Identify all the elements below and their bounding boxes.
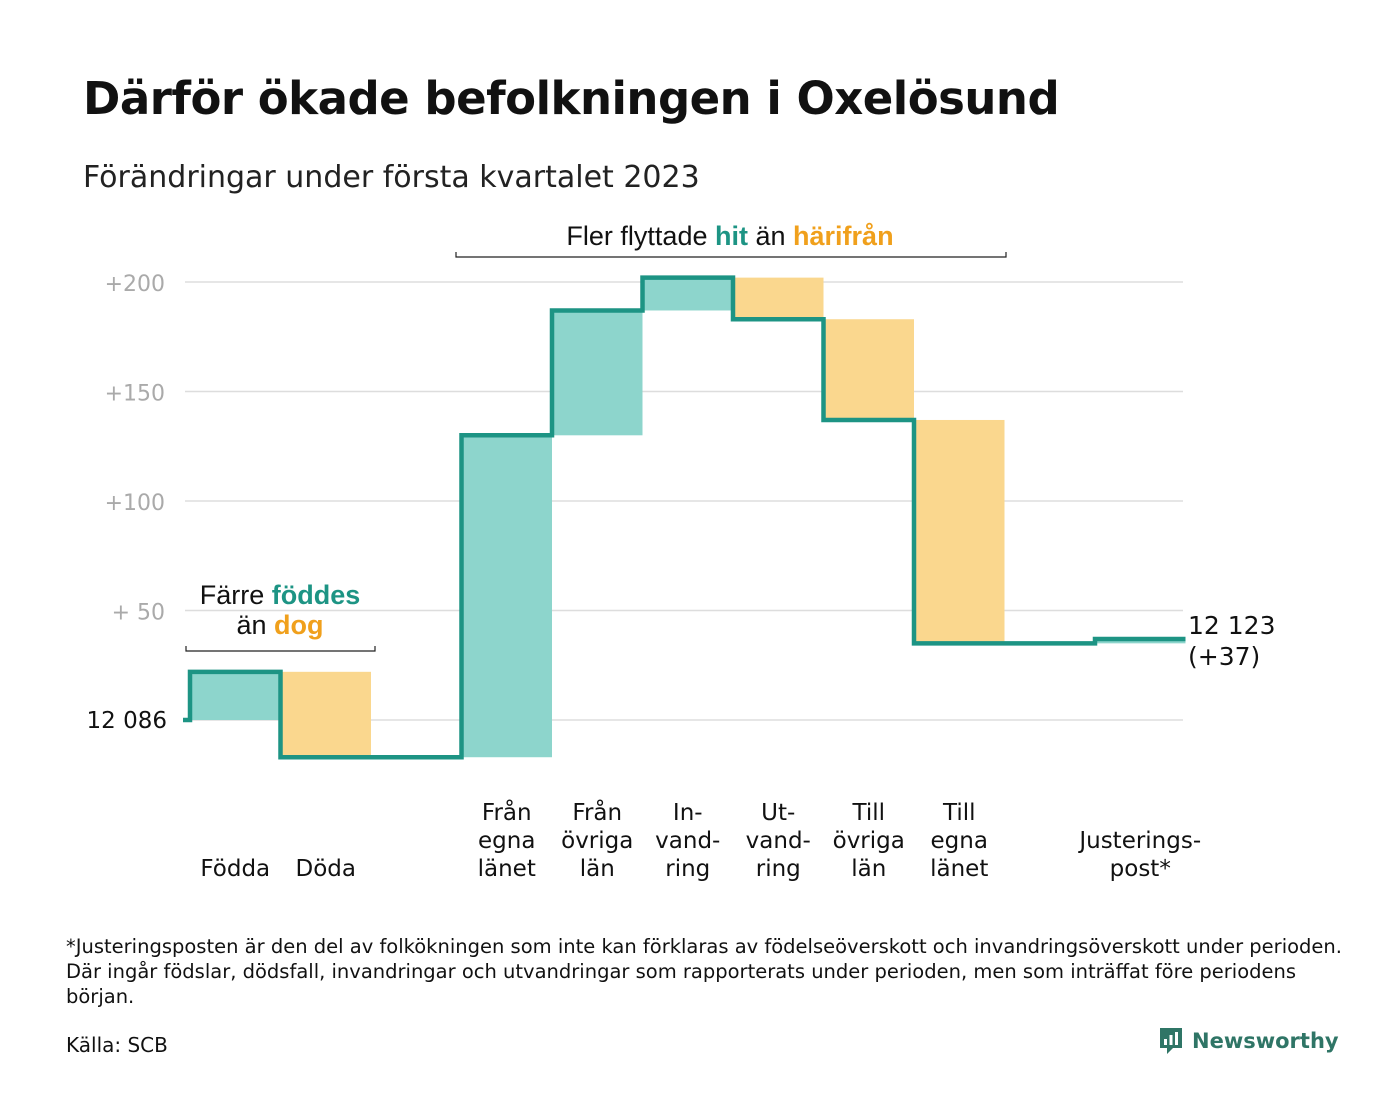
- category-label-line: vand-: [655, 828, 720, 854]
- migration-annotation-text-a: Fler flyttade: [566, 221, 715, 251]
- category-label-line: vand-: [746, 828, 811, 854]
- category-label: Från övriga län: [561, 798, 633, 882]
- waterfall-bar: [190, 671, 281, 720]
- category-label-line: egna: [478, 828, 535, 854]
- category-label-line: Till: [851, 800, 885, 826]
- category-label: In-vand-ring: [655, 800, 720, 882]
- category-label-line: övriga: [561, 828, 633, 854]
- category-label-line: länet: [930, 856, 988, 882]
- svg-text:Fler flyttade hit än härifrån: Fler flyttade hit än härifrån: [566, 221, 893, 251]
- category-label-line: övriga: [833, 828, 905, 854]
- bar-layer: [190, 277, 1186, 758]
- category-label-line: län: [580, 856, 615, 882]
- waterfall-bar: [914, 419, 1005, 644]
- waterfall-bar: [280, 671, 371, 758]
- category-label: Till egna länet: [930, 800, 988, 882]
- migration-annotation-hit: hit: [715, 221, 748, 251]
- chart-subtitle: Förändringar under första kvartalet 2023: [83, 160, 700, 195]
- migration-annotation-harifran: härifrån: [793, 221, 894, 251]
- grid-layer: + 50 +100 +150 +200: [105, 272, 1183, 721]
- source-text: Källa: SCB: [66, 1033, 168, 1057]
- start-value-label: 12 086: [87, 708, 167, 734]
- migration-annotation: Fler flyttade hit än härifrån: [455, 221, 1007, 258]
- category-label-line: Till: [942, 800, 976, 826]
- footnote: *Justeringsposten är den del av folkökni…: [66, 935, 1342, 1008]
- end-change-label: (+37): [1188, 642, 1260, 671]
- waterfall-bar: [461, 435, 552, 758]
- birth-annotation-text-a: Färre: [200, 580, 272, 610]
- migration-annotation-text-c: än: [748, 221, 793, 251]
- category-label: Döda: [296, 856, 356, 882]
- brand: Newsworthy: [1158, 1026, 1339, 1056]
- category-label-line: Justerings-: [1077, 828, 1201, 854]
- category-label-line: ring: [665, 856, 710, 882]
- category-label-line: län: [851, 856, 886, 882]
- category-label-line: post*: [1110, 856, 1171, 882]
- svg-text:Färre föddes: Färre föddes: [200, 580, 361, 610]
- category-label-line: Från: [482, 798, 532, 826]
- category-label: Från egna länet: [478, 798, 536, 882]
- waterfall-bar: [642, 277, 733, 311]
- category-label-line: länet: [478, 856, 536, 882]
- category-label-line: Från: [572, 798, 622, 826]
- waterfall-bar: [733, 277, 824, 320]
- birth-annotation-highlight: föddes: [272, 580, 361, 610]
- waterfall-bar: [552, 310, 643, 436]
- y-tick-label: +200: [105, 272, 165, 297]
- birth-death-annotation: Färre föddes än dog: [185, 580, 376, 652]
- waterfall-bar: [823, 319, 914, 420]
- death-annotation-highlight: dog: [274, 610, 323, 640]
- category-label: Till övriga län: [833, 800, 905, 882]
- category-label: Födda: [200, 856, 270, 882]
- death-annotation-text-a: än: [236, 610, 274, 640]
- category-label-line: ring: [756, 856, 801, 882]
- category-label-line: Döda: [296, 856, 356, 882]
- category-label: Ut-vand-ring: [746, 800, 811, 882]
- category-label-line: egna: [931, 828, 988, 854]
- birth-death-bracket: [185, 646, 376, 652]
- category-label: Justerings-post*: [1077, 828, 1201, 882]
- y-tick-label: +150: [105, 382, 165, 407]
- category-label-line: Födda: [200, 856, 270, 882]
- brand-name: Newsworthy: [1192, 1029, 1339, 1053]
- chart-title: Därför ökade befolkningen i Oxelösund: [83, 72, 1060, 125]
- y-tick-label: + 50: [112, 601, 165, 626]
- svg-text:än dog: än dog: [236, 610, 323, 640]
- newsworthy-logo-icon: [1160, 1028, 1182, 1054]
- cumulative-step-line: [183, 275, 1186, 760]
- line-layer: [183, 275, 1186, 760]
- y-tick-label: +100: [105, 491, 165, 516]
- category-label-line: In-: [673, 800, 703, 826]
- migration-bracket: [455, 252, 1007, 258]
- category-label-line: Ut-: [761, 800, 795, 826]
- end-value-label: 12 123: [1188, 611, 1275, 640]
